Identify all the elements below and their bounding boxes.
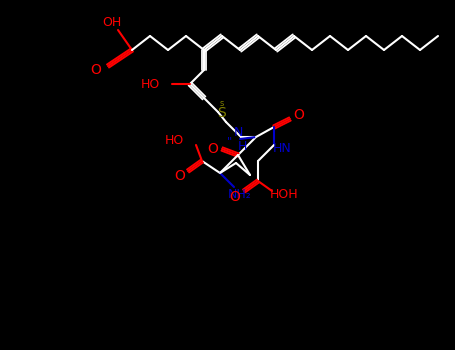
Text: HOH: HOH bbox=[270, 189, 298, 202]
Text: O: O bbox=[293, 108, 304, 122]
Text: O: O bbox=[91, 63, 101, 77]
Text: OH: OH bbox=[102, 15, 121, 28]
Text: HO: HO bbox=[141, 77, 160, 91]
Text: ": " bbox=[228, 136, 233, 146]
Text: O: O bbox=[207, 142, 218, 156]
Text: H: H bbox=[238, 140, 247, 154]
Text: s: s bbox=[220, 98, 224, 107]
Text: HN: HN bbox=[273, 142, 291, 155]
Text: HO: HO bbox=[165, 134, 184, 147]
Text: O: O bbox=[230, 190, 240, 204]
Text: N: N bbox=[233, 126, 243, 139]
Text: O: O bbox=[175, 169, 186, 183]
Text: NH₂: NH₂ bbox=[228, 188, 252, 201]
Text: S: S bbox=[217, 106, 227, 120]
